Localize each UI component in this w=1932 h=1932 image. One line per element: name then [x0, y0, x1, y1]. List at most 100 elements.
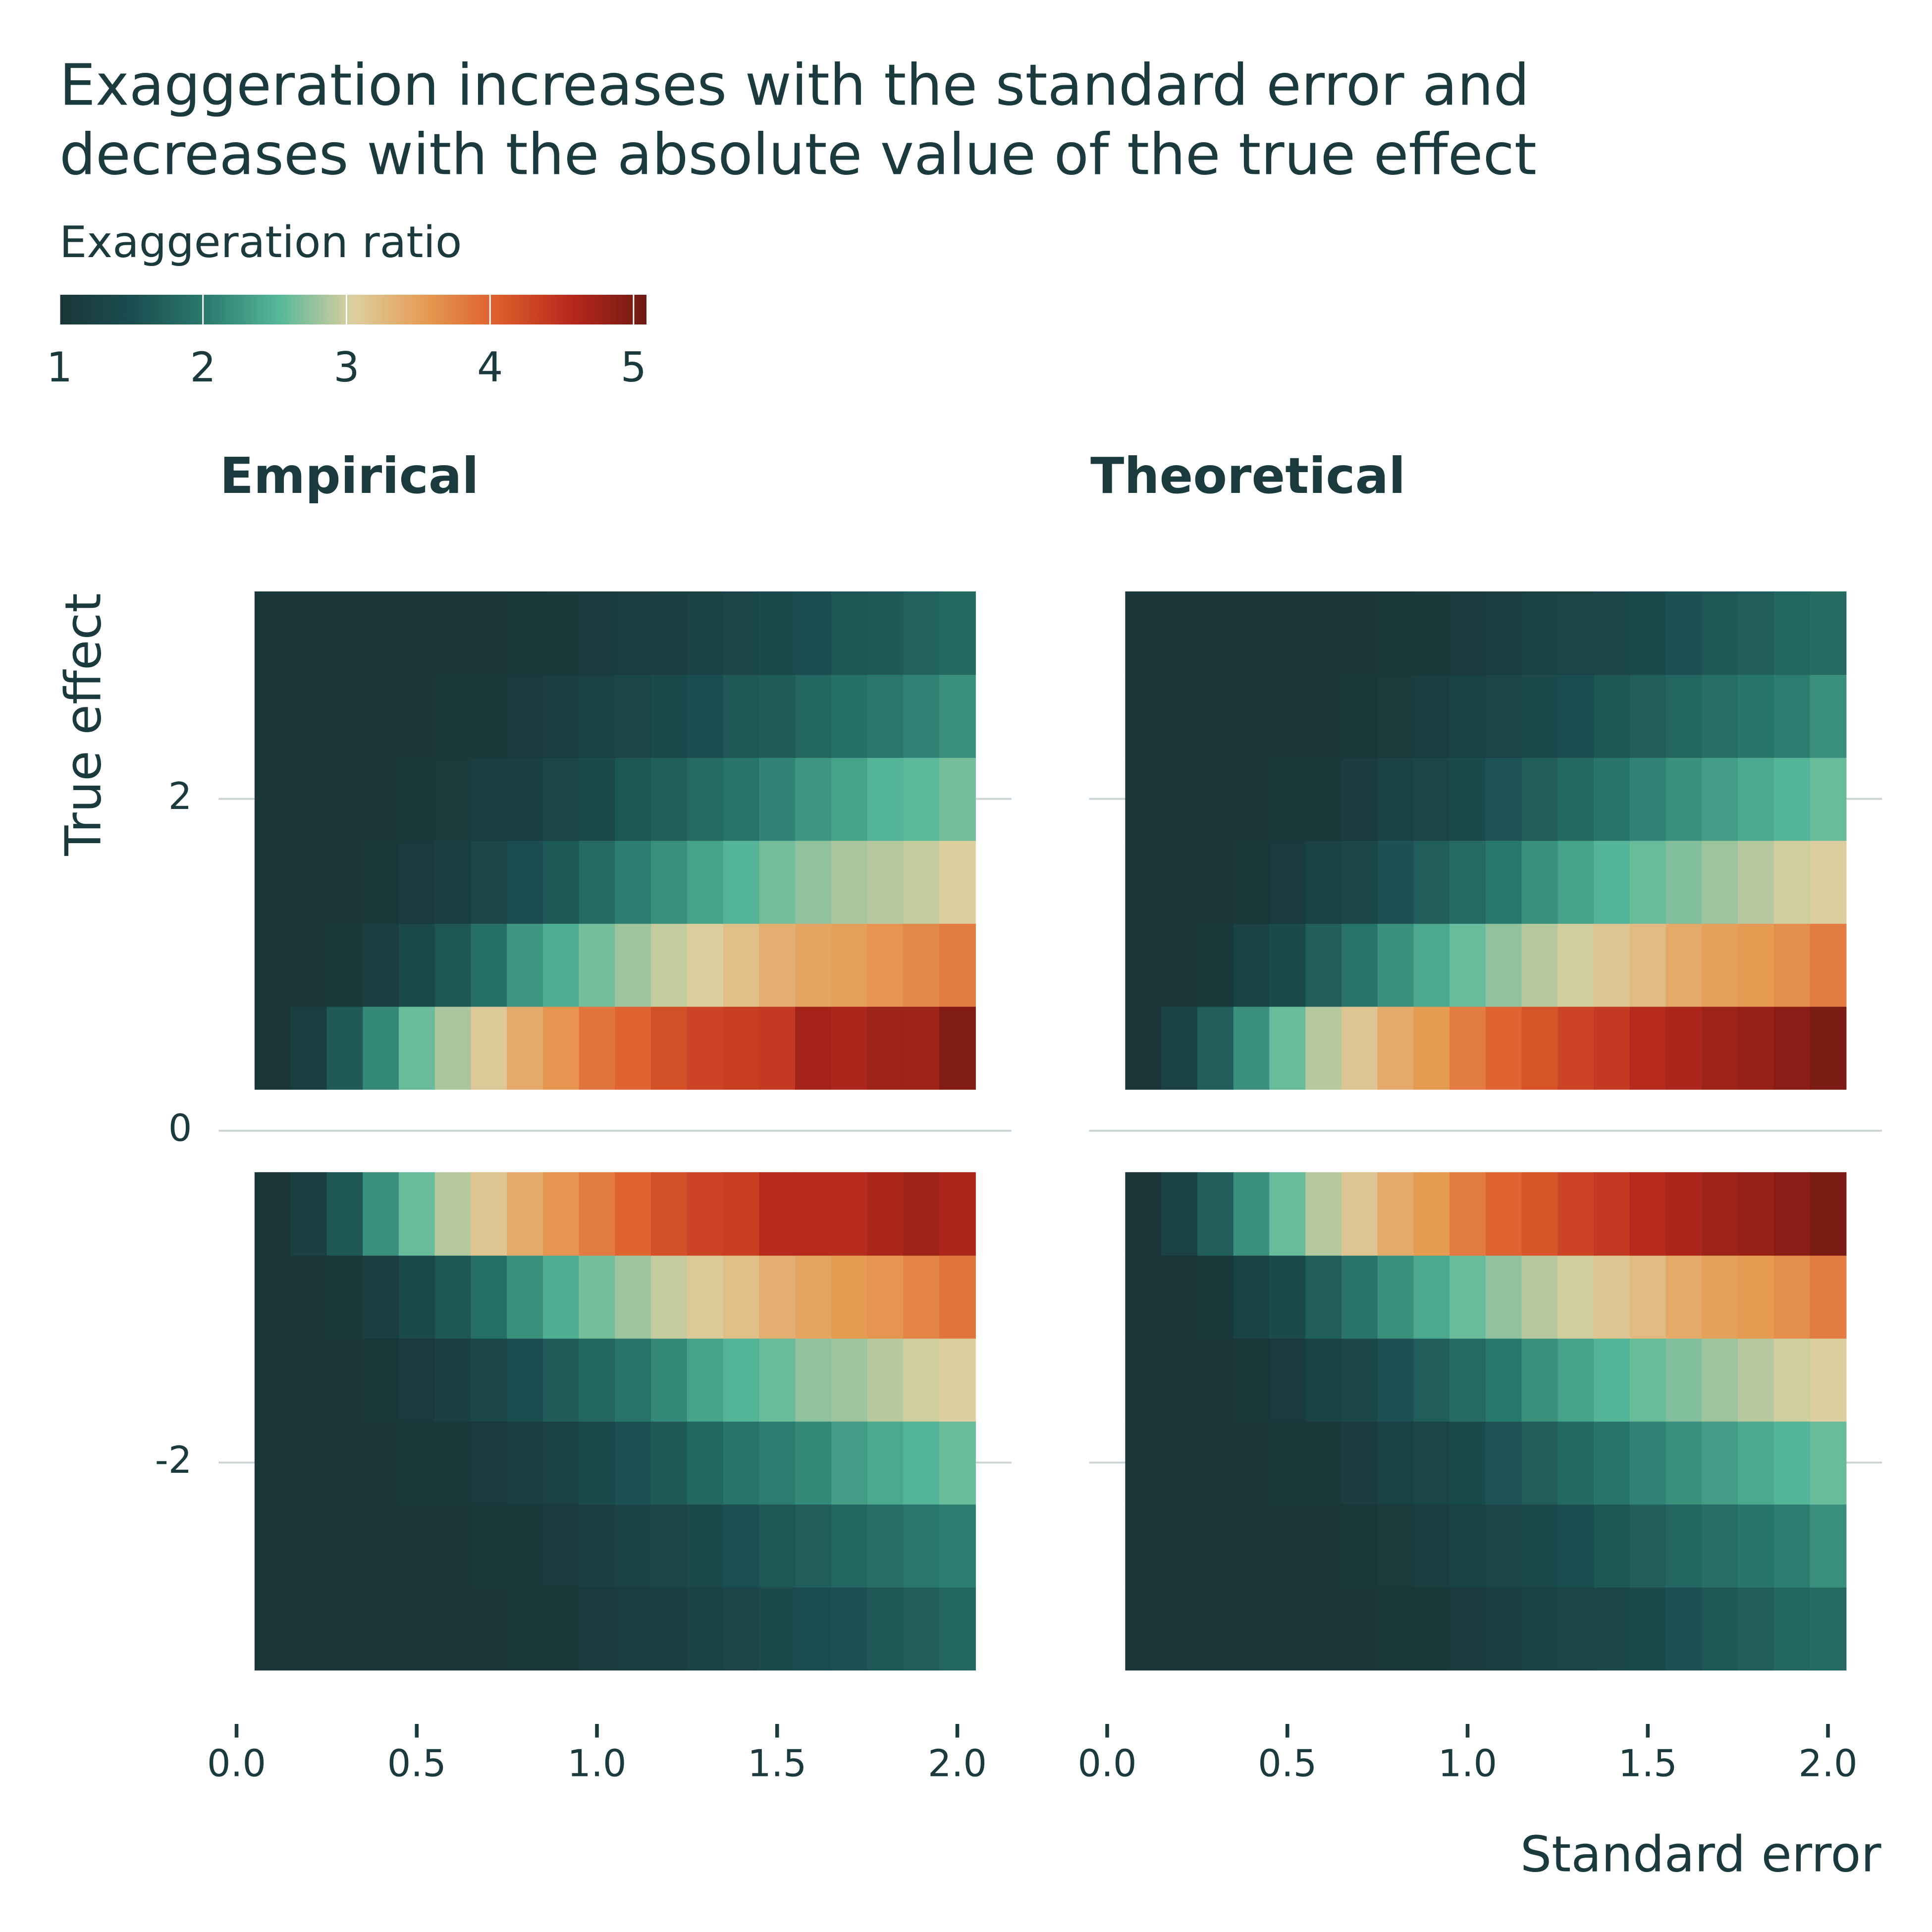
colorbar-tick-label: 2	[190, 344, 216, 391]
heat-cell	[723, 1504, 760, 1588]
heat-cell	[434, 923, 472, 1007]
heat-cell	[1161, 1172, 1198, 1256]
heat-cell	[651, 1587, 688, 1671]
heat-cell	[903, 757, 940, 841]
heat-cell	[1702, 923, 1739, 1007]
heat-cell	[254, 1338, 291, 1422]
heat-cell	[1594, 1338, 1630, 1422]
heat-cell	[1629, 757, 1666, 841]
heat-cell	[1485, 591, 1522, 675]
heat-cell	[254, 923, 291, 1007]
heat-cell	[507, 674, 543, 758]
heat-cell	[1702, 591, 1739, 675]
heat-cell	[1665, 840, 1703, 924]
heat-cell	[1773, 1504, 1811, 1588]
heat-cell	[1629, 591, 1666, 675]
heat-cell	[867, 1504, 904, 1588]
heat-cell	[1810, 840, 1847, 924]
heat-cell	[326, 1255, 364, 1339]
heat-cell	[903, 923, 940, 1007]
heat-cell	[1233, 1006, 1270, 1090]
heat-cell	[651, 674, 688, 758]
heat-cell	[1269, 1006, 1306, 1090]
heat-cell	[579, 1338, 616, 1422]
heat-cell	[254, 757, 291, 841]
heat-cell	[434, 1255, 472, 1339]
heat-cell	[1557, 1587, 1595, 1671]
heat-cell	[1233, 923, 1270, 1007]
heat-cell	[867, 674, 904, 758]
heat-cell	[507, 1338, 543, 1422]
heat-cell	[1305, 1006, 1342, 1090]
heat-cell	[363, 1006, 399, 1090]
heat-cell	[1521, 1587, 1558, 1671]
heat-cell	[471, 591, 508, 675]
heat-cell	[1269, 1255, 1306, 1339]
heat-cell	[326, 591, 364, 675]
heat-cell	[579, 1172, 616, 1256]
heat-cell	[1341, 674, 1378, 758]
heat-cell	[434, 1172, 472, 1256]
heat-cell	[1125, 840, 1162, 924]
heat-cell	[254, 840, 291, 924]
heat-cell	[687, 1172, 724, 1256]
heat-cell	[759, 1504, 796, 1588]
heat-cell	[1269, 1504, 1306, 1588]
heat-cell	[1485, 1421, 1522, 1505]
heat-cell	[1125, 1587, 1162, 1671]
heat-cell	[254, 1587, 291, 1671]
heat-cell	[1594, 1421, 1630, 1505]
heat-cell	[1449, 1504, 1486, 1588]
heat-cell	[939, 1587, 976, 1671]
heat-cell	[1377, 840, 1414, 924]
heat-cell	[1521, 840, 1558, 924]
heat-cell	[1125, 1421, 1162, 1505]
heat-cell	[939, 674, 976, 758]
heat-cell	[1377, 923, 1414, 1007]
heat-cell	[1810, 1421, 1847, 1505]
heat-cell	[1594, 674, 1630, 758]
heat-cell	[1485, 1338, 1522, 1422]
heat-cell	[1629, 674, 1666, 758]
heat-cell	[326, 674, 364, 758]
heat-cell	[1629, 923, 1666, 1007]
heat-cell	[687, 923, 724, 1007]
heat-cell	[471, 757, 508, 841]
y-tick-label: -2	[155, 1438, 192, 1482]
heat-cell	[1594, 1587, 1630, 1671]
heat-cell	[615, 1338, 652, 1422]
heat-cell	[1557, 591, 1595, 675]
heat-cell	[1377, 1006, 1414, 1090]
heat-cell	[831, 1006, 868, 1090]
heat-cell	[1449, 674, 1486, 758]
heat-cell	[326, 1172, 364, 1256]
heat-cell	[867, 1338, 904, 1422]
heat-cell	[1738, 840, 1774, 924]
heat-cell	[1233, 1172, 1270, 1256]
heat-cell	[759, 840, 796, 924]
heat-cell	[867, 1172, 904, 1256]
heat-cell	[1810, 1587, 1847, 1671]
heat-cell	[1269, 674, 1306, 758]
heat-cell	[1197, 840, 1234, 924]
heat-cell	[615, 1421, 652, 1505]
heat-cell	[1557, 923, 1595, 1007]
heat-cell	[1197, 591, 1234, 675]
heat-cell	[434, 1587, 472, 1671]
heat-cell	[1161, 1338, 1198, 1422]
heat-cell	[363, 674, 399, 758]
heat-cell	[507, 923, 543, 1007]
heat-cell	[1305, 923, 1342, 1007]
heat-cell	[759, 1255, 796, 1339]
heat-cell	[831, 674, 868, 758]
heat-cell	[687, 1421, 724, 1505]
heat-cell	[615, 1172, 652, 1256]
heat-cell	[903, 1504, 940, 1588]
heat-cell	[1449, 1587, 1486, 1671]
heat-cell	[651, 591, 688, 675]
heat-cell	[1341, 1504, 1378, 1588]
heat-cell	[1702, 674, 1739, 758]
heat-cell	[867, 840, 904, 924]
chart-title: decreases with the absolute value of the…	[59, 122, 1537, 188]
heat-cell	[398, 923, 435, 1007]
